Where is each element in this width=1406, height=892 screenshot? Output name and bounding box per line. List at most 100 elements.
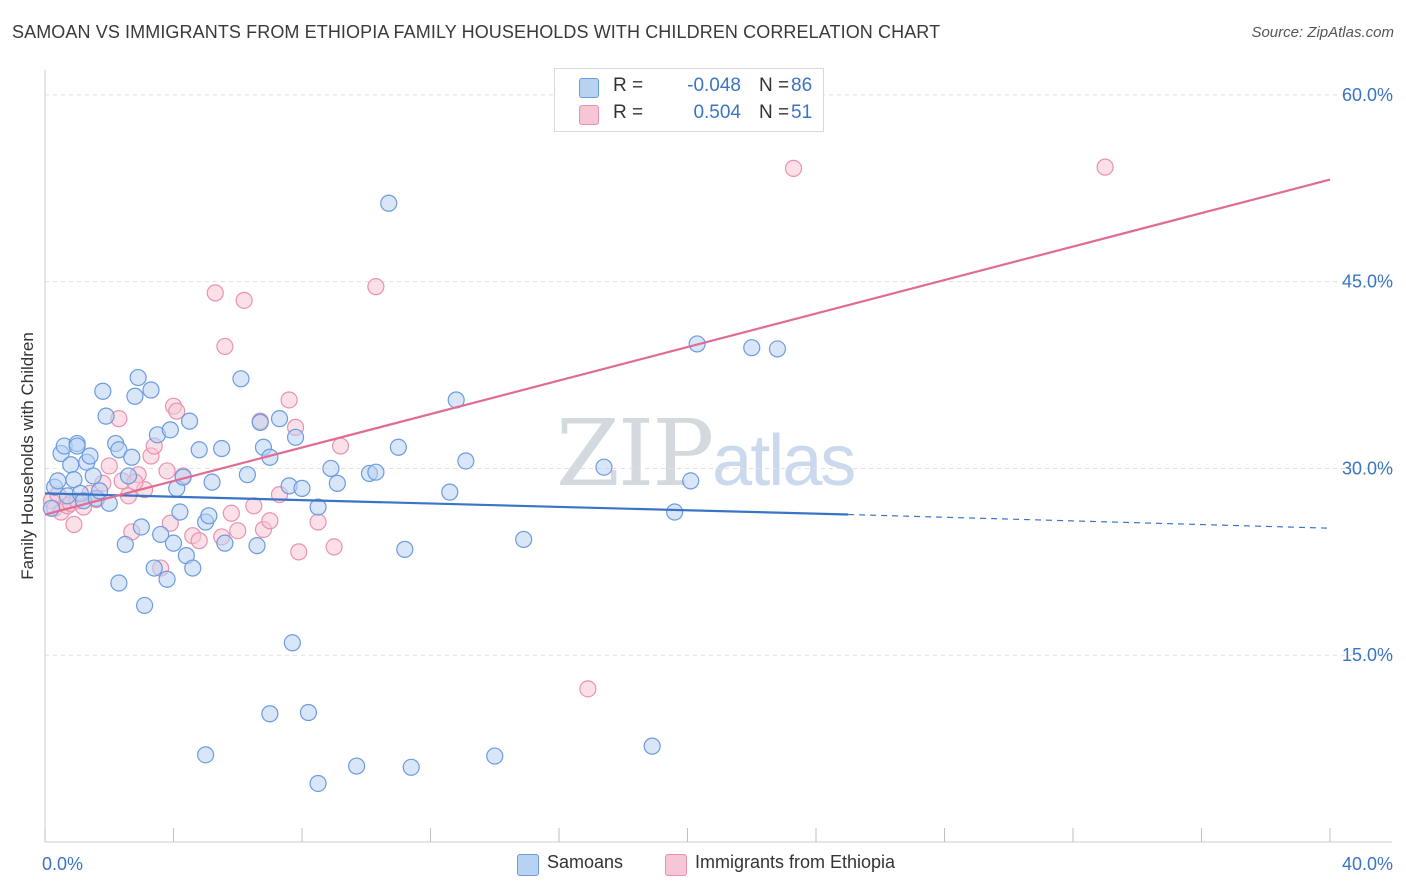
samoan-point — [309, 498, 327, 516]
samoan-point — [116, 535, 134, 554]
ethiopia-point — [245, 497, 263, 515]
y-tick-label: 45.0% — [1342, 272, 1393, 292]
samoan-point — [261, 705, 279, 723]
ethiopia-point — [190, 532, 208, 550]
legend-n-value: 51 — [791, 102, 813, 123]
samoan-point — [322, 459, 340, 478]
ethiopia-point — [1096, 158, 1114, 176]
bottom-legend-label-samoans: Samoans — [547, 852, 624, 872]
axis-layer — [44, 70, 1392, 843]
samoan-point — [110, 574, 128, 592]
samoan-point — [486, 747, 504, 765]
ethiopia-point — [784, 159, 803, 177]
y-axis-label: Family Households with Children — [18, 332, 37, 580]
y-tick-label: 15.0% — [1342, 645, 1393, 665]
samoan-points — [42, 194, 787, 793]
chart-title: SAMOAN VS IMMIGRANTS FROM ETHIOPIA FAMIL… — [12, 22, 941, 42]
samoan-point — [743, 339, 761, 357]
samoan-point — [180, 412, 199, 430]
legend-r-value: 0.504 — [693, 102, 741, 123]
samoan-point — [119, 467, 138, 485]
ethiopia-point — [235, 291, 253, 309]
samoan-point — [299, 703, 318, 722]
ethiopia-point — [100, 457, 118, 475]
label-layer: 15.0% 30.0% 45.0% 60.0% 0.0% 40.0% Family Hous… — [18, 85, 1393, 874]
samoan-point — [94, 382, 112, 400]
samoan-point — [110, 441, 128, 459]
bottom-legend: Samoans Immigrants from Ethiopia — [0, 852, 1406, 878]
samoan-point — [164, 534, 183, 552]
bottom-legend-swatch-samoans — [517, 854, 539, 876]
stats-legend: R = -0.048 N = 86 R = 0.504 N = 51 — [554, 68, 824, 132]
samoan-trend-line — [44, 492, 849, 516]
samoan-point — [768, 340, 787, 358]
samoan-point — [389, 438, 407, 456]
samoan-point — [190, 441, 208, 459]
legend-swatch-samoans — [579, 78, 599, 98]
samoan-point — [328, 474, 346, 492]
legend-n-value: 86 — [791, 75, 813, 96]
samoan-point — [643, 737, 661, 755]
source-label: Source: ZipAtlas.com — [1251, 24, 1394, 41]
ethiopia-point — [261, 512, 279, 530]
samoan-point — [213, 439, 231, 458]
bottom-legend-swatch-ethiopia — [665, 854, 687, 876]
samoan-point — [402, 758, 420, 776]
samoan-point — [238, 466, 256, 484]
ethiopia-point — [367, 278, 385, 296]
samoan-point — [270, 410, 289, 428]
samoan-point — [123, 448, 141, 466]
samoan-point — [135, 596, 154, 615]
samoan-point — [595, 458, 613, 476]
samoan-point — [142, 381, 160, 399]
samoan-point — [152, 525, 170, 544]
samoan-point — [682, 472, 700, 490]
ethiopia-point — [280, 391, 298, 409]
samoan-point — [197, 746, 215, 764]
ethiopia-point — [65, 515, 83, 534]
ethiopia-point — [579, 680, 597, 698]
samoan-point — [396, 540, 414, 558]
ethiopia-point — [168, 402, 186, 420]
samoan-trend-extension — [848, 513, 1331, 529]
ethiopia-point — [325, 538, 343, 556]
ethiopia-trend-line — [44, 178, 1331, 516]
samoan-point — [184, 559, 202, 577]
trend-layer — [44, 178, 1331, 529]
samoan-point — [251, 413, 269, 431]
watermark-atlas: atlas — [712, 421, 856, 501]
samoan-point — [283, 634, 301, 652]
samoan-point — [81, 447, 99, 465]
watermark: ZIPatlas — [556, 400, 856, 507]
samoan-point — [97, 407, 115, 425]
samoan-point — [129, 368, 147, 387]
samoan-point — [200, 507, 218, 525]
legend-swatch-ethiopia — [579, 105, 599, 125]
legend-n-label: N = — [759, 102, 790, 123]
ethiopia-point — [229, 522, 247, 540]
samoan-point — [161, 421, 179, 439]
ethiopia-point — [161, 514, 179, 532]
samoan-point — [380, 194, 398, 212]
samoan-point — [348, 757, 366, 775]
samoan-point — [216, 534, 234, 552]
samoan-point — [441, 483, 459, 501]
samoan-point — [286, 428, 305, 446]
legend-r-label: R = — [613, 102, 644, 123]
x-tick-label: 0.0% — [42, 854, 83, 874]
samoan-point — [171, 503, 189, 521]
ethiopia-point — [290, 543, 308, 561]
y-tick-label: 60.0% — [1342, 85, 1393, 105]
legend-r-value: -0.048 — [687, 75, 741, 96]
bottom-legend-label-ethiopia: Immigrants from Ethiopia — [695, 852, 896, 872]
ethiopia-point — [206, 284, 224, 302]
y-tick-label: 30.0% — [1342, 458, 1393, 478]
samoan-point — [126, 387, 144, 405]
samoan-point — [132, 518, 150, 536]
samoan-point — [49, 472, 67, 490]
samoan-point — [248, 537, 266, 555]
samoan-point — [68, 437, 86, 455]
ethiopia-point — [216, 337, 234, 356]
samoan-point — [232, 370, 250, 388]
